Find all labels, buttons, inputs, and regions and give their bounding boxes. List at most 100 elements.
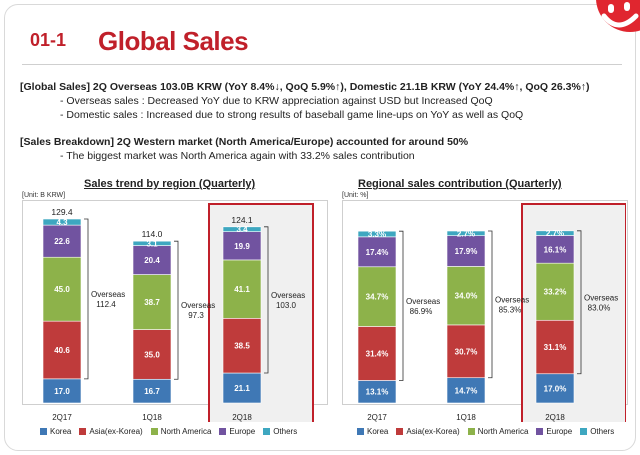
bar-segment-others-2q17 [42,218,82,226]
legend-right: Korea Asia(ex-Korea) North America Europe Ot… [357,427,614,436]
bar-segment-europe-2q18 [222,231,262,261]
chart-sales-trend: 17.040.645.022.64.3129.42Q17Overseas112.… [42,203,314,422]
page-title: Global Sales [98,26,249,56]
legend-swatch-korea [357,428,364,435]
bar-segment-europe-2q17 [357,236,397,268]
bar-segment-north-america-2q17 [42,256,82,322]
summary-bullet-overseas: - Overseas sales : Decreased YoY due to … [60,95,493,107]
legend-left: Korea Asia(ex-Korea) North America Europe Ot… [40,427,297,436]
overseas-bracket-1q18 [174,240,179,380]
data-label-asia-ex-korea-1q18: 35.0 [144,350,160,359]
data-label-north-america-2q18: 41.1 [234,285,250,294]
data-label-europe-2q18: 19.9 [234,242,250,251]
legend-swatch-europe [219,428,227,435]
legend-swatch-others [580,428,588,435]
legend-label-north-america: North America [477,427,529,436]
bar-segment-korea-2q18 [222,372,262,404]
data-label-north-america-1q18: 34.0% [455,292,478,301]
overseas-value-2q18: 83.0% [588,303,611,312]
data-label-north-america-2q18: 33.2% [544,288,567,297]
bar-segment-asia-ex-korea-1q18 [132,329,172,380]
legend-swatch-asia-ex-korea [79,428,87,435]
bar-segment-europe-1q18 [132,245,172,275]
data-label-europe-1q18: 20.4 [144,256,160,265]
chart-regional-contribution: 13.1%31.4%34.7%17.4%3.3%2Q17Overseas86.9… [357,203,626,422]
overseas-label-2q18: Overseas [271,291,305,300]
legend-label-europe: Europe [546,427,573,436]
bar-segment-others-1q18 [132,240,172,246]
data-label-north-america-2q17: 34.7% [366,293,389,302]
legend-swatch-asia-ex-korea [396,428,404,435]
bar-segment-asia-ex-korea-2q18 [535,319,575,375]
chart-title-sales-trend: Sales trend by region (Quarterly) [84,178,256,190]
data-label-korea-2q18: 21.1 [234,384,250,393]
category-label-2q17: 2Q17 [52,413,72,422]
bar-segment-others-2q17 [357,230,397,238]
chart-unit-left: [Unit: B KRW] [22,192,66,199]
overseas-label-1q18: Overseas [495,295,529,304]
data-label-others-2q18: 3.4 [236,225,248,234]
bar-segment-korea-1q18 [446,377,486,404]
legend-item-europe: Europe [219,427,255,436]
overseas-bracket-2q17 [399,230,404,381]
overseas-value-2q18: 103.0 [276,301,297,310]
bar-segment-north-america-2q17 [357,266,397,327]
legend-swatch-europe [536,428,544,435]
data-label-asia-ex-korea-2q17: 31.4% [366,349,389,358]
data-label-europe-1q18: 17.9% [455,247,478,256]
data-label-europe-2q17: 17.4% [366,248,389,257]
bar-segment-north-america-1q18 [132,274,172,330]
overseas-value-1q18: 97.3 [188,311,204,320]
overseas-bracket-2q18 [264,226,269,374]
bar-segment-korea-2q18 [535,373,575,404]
section-number: 01-1 [30,30,67,50]
legend-swatch-korea [40,428,47,435]
data-label-others-2q18: 2.7% [546,229,564,238]
chart-title-regional-contribution: Regional sales contribution (Quarterly) [358,178,562,190]
slide-frame [4,4,636,451]
category-label-2q18: 2Q18 [232,413,252,422]
overseas-bracket-2q18 [577,230,582,375]
data-label-asia-ex-korea-1q18: 30.7% [455,347,478,356]
data-label-asia-ex-korea-2q18: 31.1% [544,343,567,352]
legend-label-europe: Europe [229,427,256,436]
overseas-value-1q18: 85.3% [499,305,522,314]
data-label-korea-1q18: 14.7% [455,386,478,395]
bar-segment-north-america-1q18 [446,266,486,326]
legend-label-others: Others [273,427,298,436]
overseas-bracket-2q17 [84,218,89,380]
overseas-value-2q17: 86.9% [410,307,433,316]
summary-sales-breakdown: [Sales Breakdown] 2Q Western market (Nor… [20,136,469,148]
legend-item-north-america: North America [467,427,529,436]
overseas-bracket-1q18 [488,230,493,379]
bar-segment-korea-2q17 [42,378,82,404]
bar-segment-others-1q18 [446,230,486,236]
bar-segment-europe-1q18 [446,235,486,267]
data-label-korea-2q17: 17.0 [54,387,70,396]
data-label-others-2q17: 4.3 [56,218,68,227]
data-label-europe-2q18: 16.1% [544,245,567,254]
bar-segment-others-2q18 [535,230,575,236]
legend-item-korea: Korea [357,427,388,436]
summary-bullet-north-america: - The biggest market was North America a… [60,150,415,162]
data-label-north-america-2q17: 45.0 [54,285,70,294]
bar-segment-asia-ex-korea-2q18 [222,318,262,374]
data-label-north-america-1q18: 38.7 [144,298,160,307]
title-divider [22,64,622,65]
total-label-1q18: 114.0 [142,229,163,239]
data-label-others-1q18: 3.1 [146,239,158,248]
legend-label-others: Others [590,427,615,436]
summary-global-sales: [Global Sales] 2Q Overseas 103.0B KRW (Y… [20,81,590,93]
overseas-label-2q18: Overseas [584,293,618,302]
data-label-others-1q18: 2.7% [457,229,475,238]
overseas-label-2q17: Overseas [406,297,440,306]
legend-swatch-others [263,428,271,435]
category-label-1q18: 1Q18 [456,413,476,422]
bar-segment-north-america-2q18 [535,262,575,321]
overseas-label-2q17: Overseas [91,290,125,299]
legend-label-asia-ex-korea: Asia(ex-Korea) [406,427,460,436]
data-label-korea-2q18: 17.0% [544,384,567,393]
legend-item-others: Others [580,427,614,436]
legend-label-korea: Korea [367,427,389,436]
category-label-1q18: 1Q18 [142,413,162,422]
